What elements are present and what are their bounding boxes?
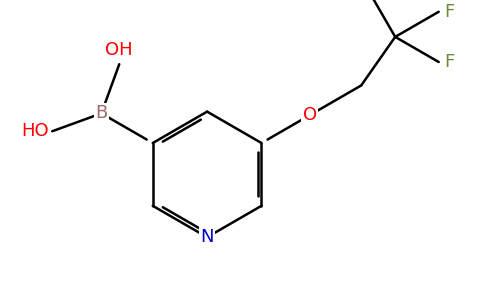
Text: N: N: [200, 228, 214, 246]
Text: O: O: [303, 106, 317, 124]
Text: F: F: [444, 53, 454, 71]
Text: OH: OH: [106, 40, 133, 58]
Text: F: F: [444, 3, 454, 21]
Text: B: B: [95, 104, 107, 122]
Text: HO: HO: [21, 122, 49, 140]
